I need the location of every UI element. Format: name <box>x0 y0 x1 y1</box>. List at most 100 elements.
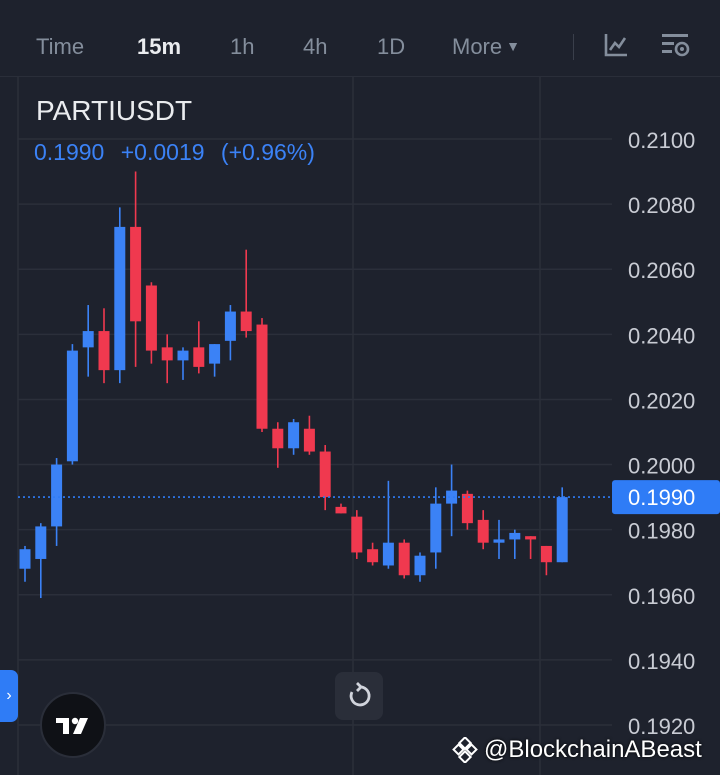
candle-body <box>35 526 47 559</box>
timeframe-toolbar: Time 15m 1h 4h 1D More ▼ <box>0 0 720 77</box>
candle <box>256 318 268 432</box>
price-axis: 0.2100 0.2080 0.2060 0.2040 0.2020 0.2000 0.19… <box>628 128 695 739</box>
candle <box>319 445 331 511</box>
candle-body <box>288 422 300 449</box>
watermark-text: @BlockchainABeast <box>484 736 702 763</box>
candle-body <box>66 350 78 462</box>
chart-settings-icon[interactable] <box>661 32 691 65</box>
tab-more-label: More <box>452 34 503 59</box>
last-price-label-bg <box>612 480 720 515</box>
candle <box>303 415 315 455</box>
candle-body <box>382 542 394 566</box>
candle <box>540 545 552 576</box>
price-tick-label: 0.1960 <box>628 584 695 609</box>
price-change-readout: 0.1990 +0.0019 (+0.96%) <box>34 139 325 166</box>
candle <box>35 523 47 599</box>
tab-15m[interactable]: 15m <box>137 34 182 59</box>
chart-grid <box>17 77 612 775</box>
candle <box>82 305 94 377</box>
last-price-label: 0.1990 <box>628 485 695 510</box>
candle-body <box>240 311 252 332</box>
candle-body <box>130 226 142 322</box>
candle <box>461 490 473 530</box>
binance-logo-icon <box>452 737 478 763</box>
candle-body <box>319 451 331 498</box>
candle <box>209 344 221 377</box>
candle-body <box>272 428 284 449</box>
candle-body <box>19 549 31 569</box>
candle-body <box>493 539 505 543</box>
symbol-title: PARTIUSDT <box>36 95 193 126</box>
candle <box>51 458 63 546</box>
caret-down-icon: ▼ <box>506 38 520 54</box>
candle-body <box>177 350 189 361</box>
candle-body <box>335 506 347 514</box>
tab-4h[interactable]: 4h <box>303 34 328 59</box>
candle-body <box>509 532 521 540</box>
candle-body <box>461 493 473 524</box>
candle <box>382 480 394 569</box>
candle <box>335 503 347 514</box>
candle-body <box>193 347 205 367</box>
candle <box>161 334 173 384</box>
candle <box>556 487 568 563</box>
price-tick-label: 0.2040 <box>628 323 695 348</box>
candlestick-chart[interactable]: 0.2100 0.2080 0.2060 0.2040 0.2020 0.2000 0.19… <box>0 77 720 775</box>
candle-body <box>98 331 110 371</box>
reset-chart-button[interactable] <box>335 672 383 720</box>
candle-body <box>145 285 157 351</box>
price-tick-label: 0.2080 <box>628 193 695 218</box>
price-tick-label: 0.2020 <box>628 388 695 413</box>
candle <box>177 347 189 380</box>
watermark: @BlockchainABeast <box>452 736 702 764</box>
price-tick-label: 0.2000 <box>628 454 695 479</box>
candle <box>509 529 521 559</box>
indicator-icon[interactable] <box>603 32 629 63</box>
price-tick-label: 0.2100 <box>628 128 695 153</box>
last-price-text: 0.1990 <box>34 139 105 165</box>
candle <box>477 510 489 550</box>
candle-body <box>414 555 426 576</box>
candle <box>240 249 252 338</box>
tab-1h[interactable]: 1h <box>230 34 255 59</box>
candle-body <box>540 545 552 563</box>
side-panel-toggle[interactable]: › <box>0 670 18 722</box>
candle-body <box>556 497 568 563</box>
toolbar-divider <box>573 34 574 60</box>
candle-body <box>525 536 537 540</box>
candle-body <box>303 428 315 452</box>
tab-1d[interactable]: 1D <box>377 34 406 59</box>
candle-body <box>51 464 63 527</box>
candle <box>224 305 236 361</box>
candle <box>351 510 363 559</box>
change-percent-text: (+0.96%) <box>220 139 315 165</box>
candle <box>493 519 505 559</box>
candle <box>398 539 410 579</box>
tab-time[interactable]: Time <box>36 34 85 59</box>
candle <box>98 308 110 384</box>
candle <box>367 542 379 566</box>
last-price-marker: 0.1990 <box>18 480 720 515</box>
candle-series <box>19 171 568 599</box>
candle-body <box>224 311 236 341</box>
candle-body <box>398 542 410 576</box>
candle <box>145 282 157 364</box>
candle <box>430 487 442 569</box>
price-tick-label: 0.2060 <box>628 258 695 283</box>
reset-chart-icon <box>349 682 371 707</box>
candle-body <box>82 331 94 348</box>
candle-body <box>351 516 363 553</box>
candle-body <box>114 226 126 371</box>
tradingview-logo-icon[interactable] <box>40 692 106 758</box>
candle <box>446 464 458 537</box>
tab-more[interactable]: More ▼ <box>452 34 520 60</box>
candle <box>19 545 31 582</box>
candle <box>66 344 78 465</box>
candle-body <box>367 549 379 563</box>
candle <box>288 418 300 455</box>
candle <box>130 171 142 367</box>
candle-body <box>446 490 458 504</box>
candle-body <box>477 519 489 543</box>
candle <box>114 207 126 384</box>
price-tick-label: 0.1920 <box>628 714 695 739</box>
